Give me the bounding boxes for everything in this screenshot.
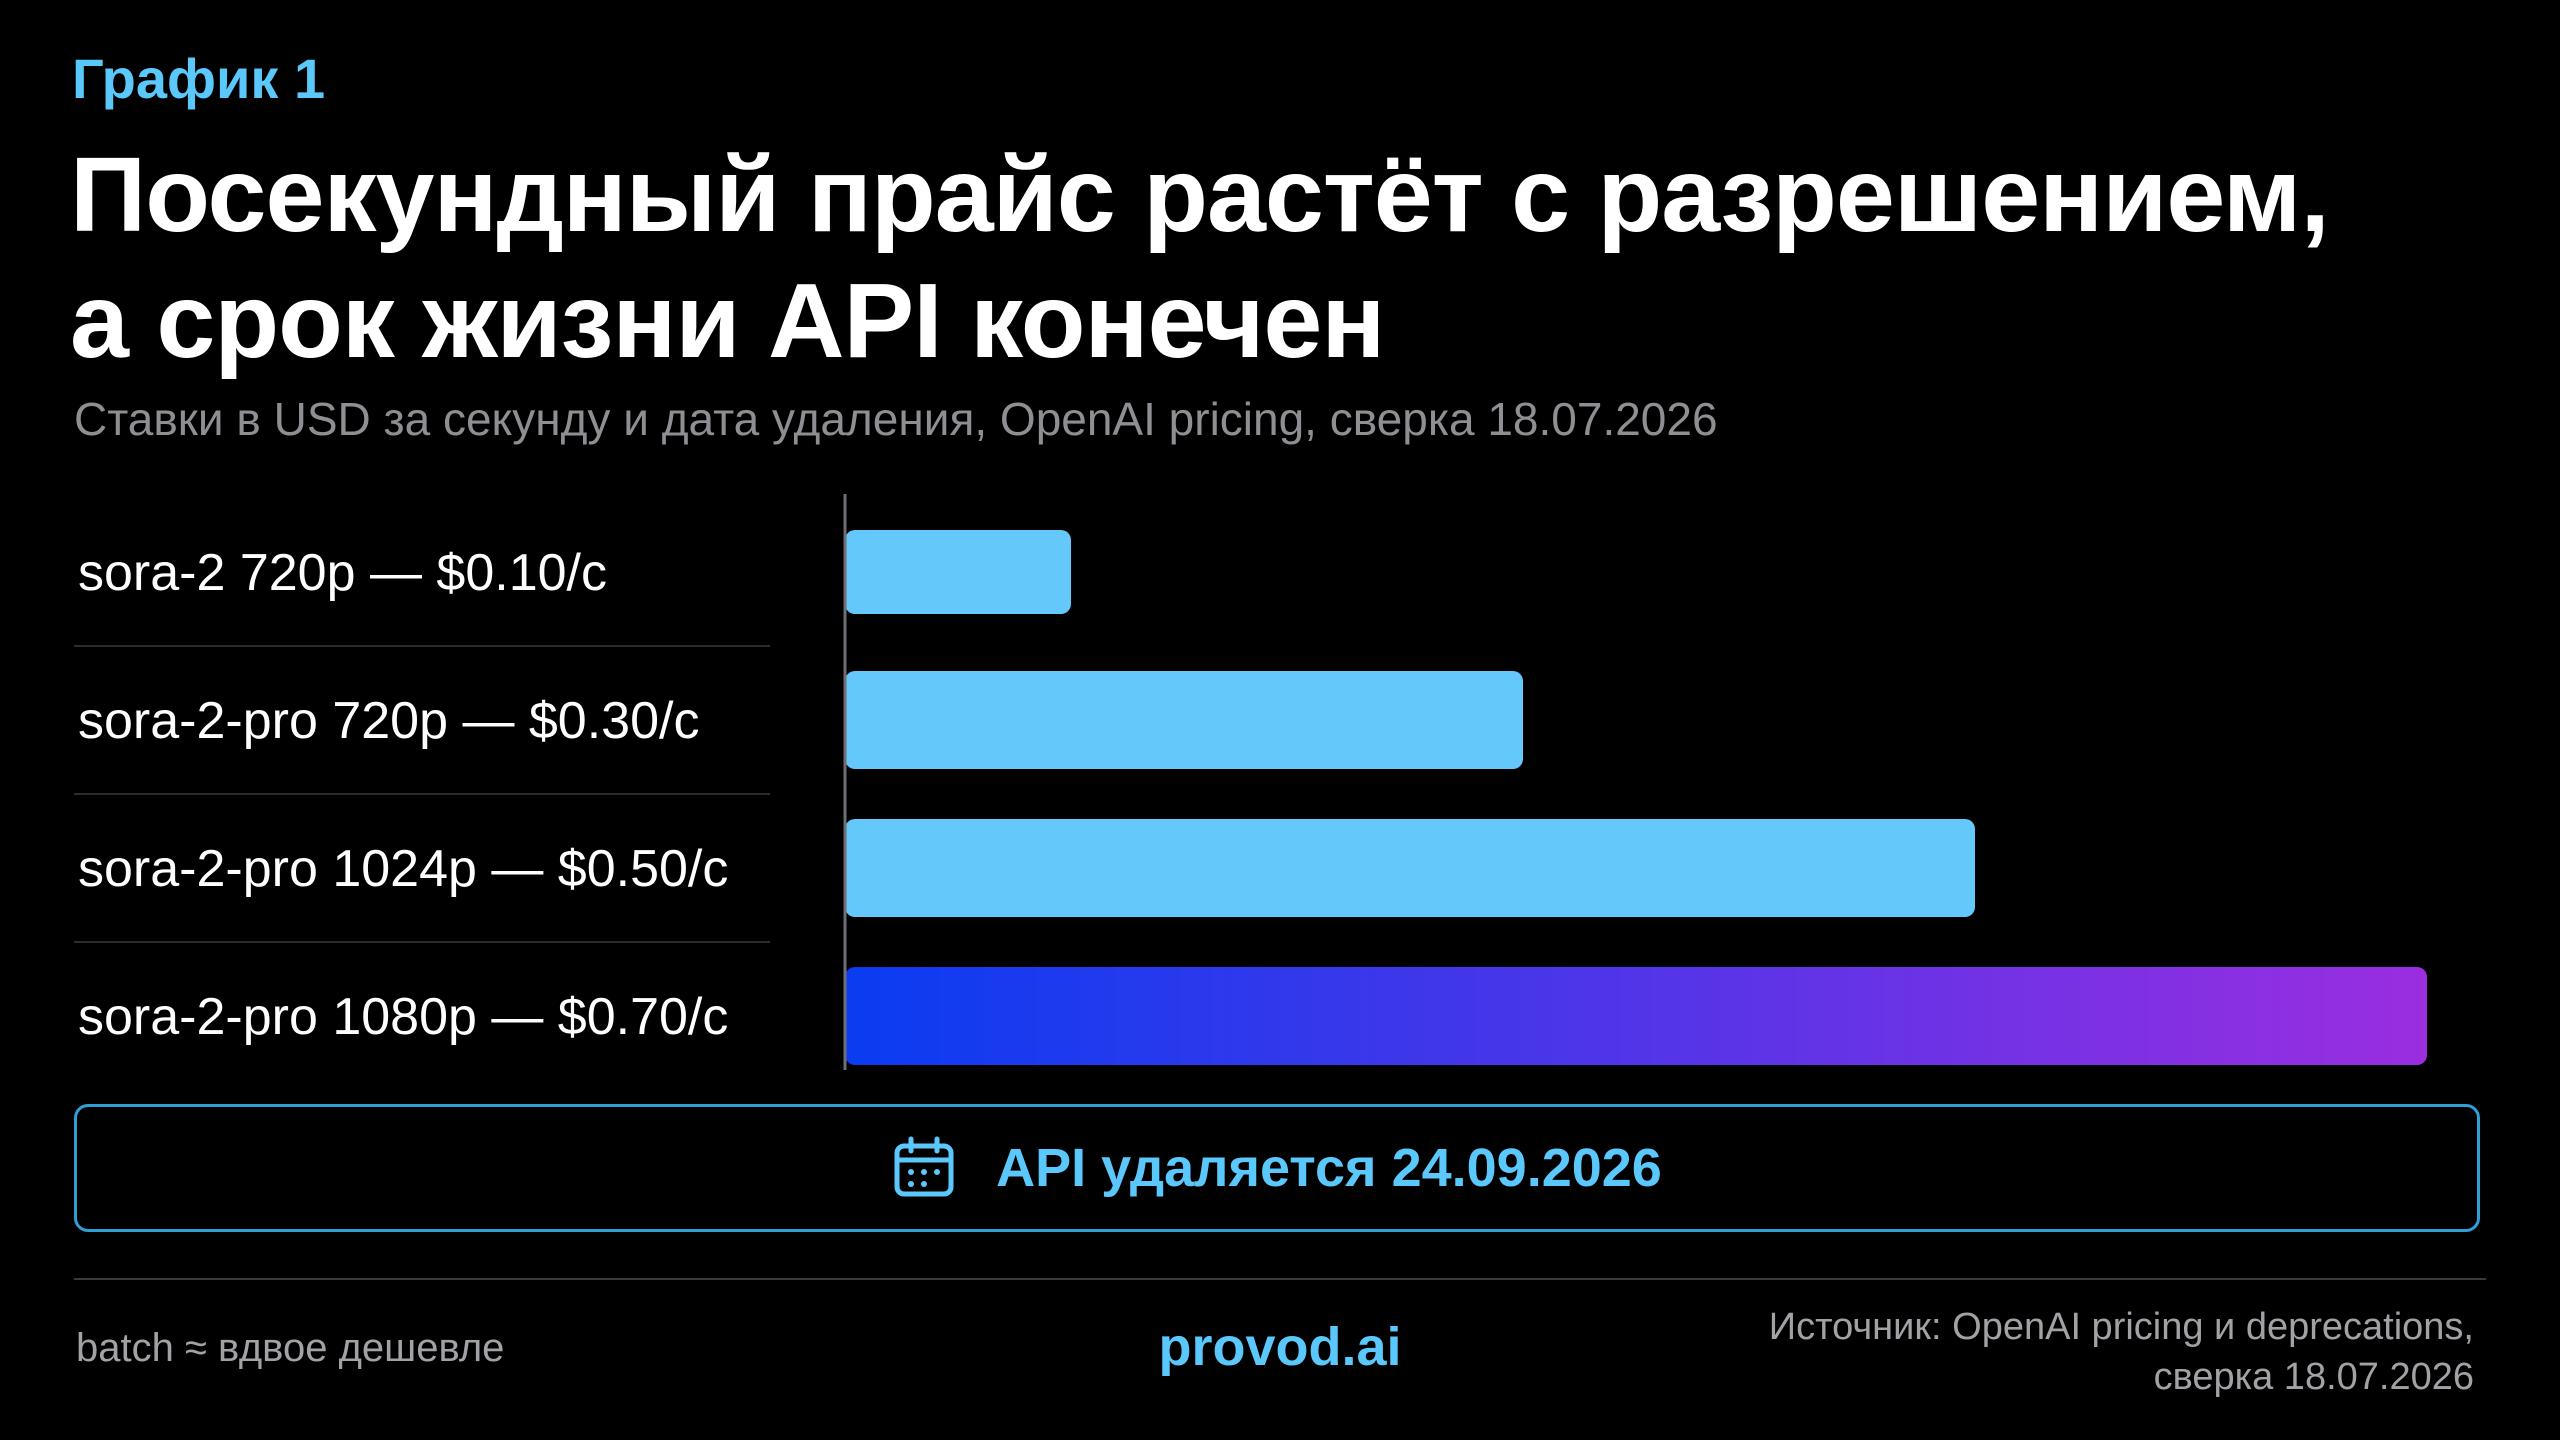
bar-3 xyxy=(845,819,1975,917)
bar-1 xyxy=(845,530,1071,614)
deadline-banner: API удаляется 24.09.2026 xyxy=(74,1104,2480,1232)
bar-2 xyxy=(845,671,1523,769)
chart-number-label: График 1 xyxy=(72,47,326,110)
bar-4 xyxy=(845,967,2427,1065)
chart-subtitle: Ставки в USD за секунду и дата удаления,… xyxy=(74,393,1718,445)
footer-divider xyxy=(74,1278,2486,1280)
bar-label-4: sora-2-pro 1080p — $0.70/с xyxy=(78,988,728,1046)
bar-label-3: sora-2-pro 1024p — $0.50/с xyxy=(78,840,728,898)
chart-title-line-1: Посекундный прайс растёт с разрешением, xyxy=(70,136,2330,254)
source-line-1: Источник: OpenAI pricing и deprecations, xyxy=(1768,1306,2474,1348)
brand-link[interactable]: provod.ai xyxy=(1158,1317,1402,1377)
deadline-text: API удаляется 24.09.2026 xyxy=(996,1138,1662,1198)
bar-chart: sora-2 720p — $0.10/с sora-2-pro 720p — $… xyxy=(74,494,2427,1070)
bar-label-2: sora-2-pro 720p — $0.30/с xyxy=(78,692,699,750)
source-line-2: сверка 18.07.2026 xyxy=(2153,1356,2474,1398)
batch-note: batch ≈ вдвое дешевле xyxy=(76,1326,505,1370)
chart-title-line-2: а срок жизни API конечен xyxy=(70,262,1385,380)
source-note: Источник: OpenAI pricing и deprecations,… xyxy=(1769,1302,2474,1402)
chart-title: Посекундный прайс растёт с разрешением, … xyxy=(70,132,2450,384)
bar-label-1: sora-2 720p — $0.10/с xyxy=(78,544,607,602)
calendar-icon xyxy=(894,1136,954,1197)
